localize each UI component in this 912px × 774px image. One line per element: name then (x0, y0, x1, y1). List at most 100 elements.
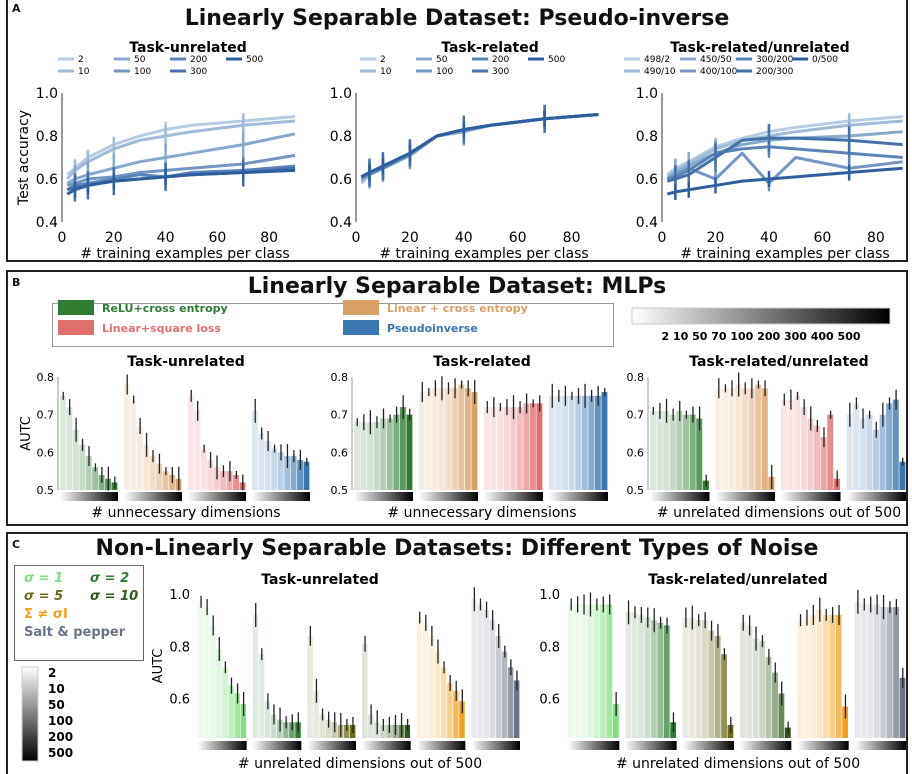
bar (886, 607, 893, 738)
legend-label: Salt & pepper (24, 625, 126, 640)
bar (778, 693, 785, 738)
bar (701, 620, 708, 738)
bar (194, 410, 201, 490)
bar (393, 414, 400, 490)
bar (735, 384, 742, 490)
bar (854, 601, 861, 738)
bar (458, 384, 465, 490)
bar (650, 410, 657, 490)
bar (399, 407, 406, 490)
group-gradient (252, 741, 302, 750)
bar (781, 399, 788, 490)
series-line (360, 113, 599, 181)
x-axis-label: # training examples per class (80, 246, 289, 262)
panel-a-charts: Task-unrelated210501002003005000.40.60.8… (16, 40, 903, 262)
y-tick-label: 0.8 (330, 129, 352, 145)
bar (290, 456, 297, 490)
bar (568, 604, 574, 738)
bar (516, 407, 523, 490)
bar (594, 395, 601, 490)
bar (787, 399, 794, 490)
bar (471, 392, 478, 490)
group-gradient (354, 492, 413, 501)
x-tick-label: 80 (867, 230, 885, 246)
bar (625, 612, 632, 738)
bar (866, 414, 873, 490)
bar (428, 635, 435, 738)
bar (814, 425, 821, 490)
bar (797, 620, 804, 738)
group-gradient (740, 741, 792, 750)
x-tick-label: 0 (58, 230, 67, 246)
series-line (360, 113, 599, 179)
bar (715, 388, 722, 490)
y-tick-label: 0.7 (627, 409, 645, 422)
bar (588, 395, 595, 490)
bar (663, 625, 670, 738)
bar (216, 648, 222, 738)
x-axis-label: # unrelated dimensions out of 500 (238, 756, 482, 772)
y-tick-label: 0.6 (331, 446, 349, 459)
bar (471, 599, 477, 738)
legend-swatch (58, 300, 94, 315)
legend-label: 10 (78, 67, 90, 77)
bar (380, 418, 387, 490)
group-gradient (484, 492, 543, 501)
bar (303, 461, 310, 490)
y-tick-label: 0.8 (627, 371, 645, 384)
bar (752, 638, 759, 738)
bar (536, 403, 543, 490)
group-gradient (416, 741, 466, 750)
bar (484, 407, 490, 490)
bar (441, 667, 447, 738)
x-axis-label: # unnecessary dimensions (91, 505, 280, 521)
group-gradient (846, 492, 906, 501)
bar (867, 604, 874, 738)
y-axis-label: AUTC (19, 416, 34, 451)
bar (404, 724, 411, 738)
bar (803, 617, 810, 738)
group-gradient (854, 741, 906, 750)
bar (368, 714, 374, 738)
bar (210, 625, 216, 738)
panel-label-b: B (12, 276, 21, 289)
bar (899, 677, 906, 738)
y-tick-label: 1.0 (636, 86, 658, 102)
legend-label: 300 (190, 67, 207, 77)
y-axis-label: Test accuracy (16, 110, 32, 206)
x-tick-label: 80 (260, 230, 278, 246)
bar (283, 722, 289, 738)
bar (297, 459, 303, 490)
bar (663, 410, 670, 490)
bar (696, 418, 703, 490)
bar (495, 635, 502, 738)
panel-title-b: Linearly Separable Dataset: MLPs (247, 274, 667, 299)
chart-title: Task-related/unrelated (689, 354, 868, 370)
bar (880, 607, 887, 738)
bar (807, 418, 814, 490)
bar (432, 388, 439, 490)
legend-label: 498/2 (644, 55, 670, 65)
bar (453, 690, 459, 738)
x-tick-label: 20 (401, 230, 419, 246)
legend-label: 0/500 (812, 55, 838, 65)
bar (872, 429, 879, 490)
y-tick-label: 0.6 (37, 446, 55, 459)
bar (343, 724, 350, 738)
bar (270, 714, 277, 738)
group-gradient (307, 741, 356, 750)
bar (846, 414, 853, 490)
bar (220, 471, 227, 490)
legend-label: σ = 1 (24, 571, 63, 586)
series-line (360, 113, 599, 179)
bar (271, 448, 278, 490)
bar (362, 643, 368, 738)
x-tick-label: 60 (509, 230, 527, 246)
bar (477, 604, 483, 738)
bar (689, 617, 695, 738)
bar (861, 604, 867, 738)
bar (593, 604, 600, 738)
bar (252, 614, 259, 738)
bar (445, 388, 452, 490)
bar (722, 388, 729, 490)
